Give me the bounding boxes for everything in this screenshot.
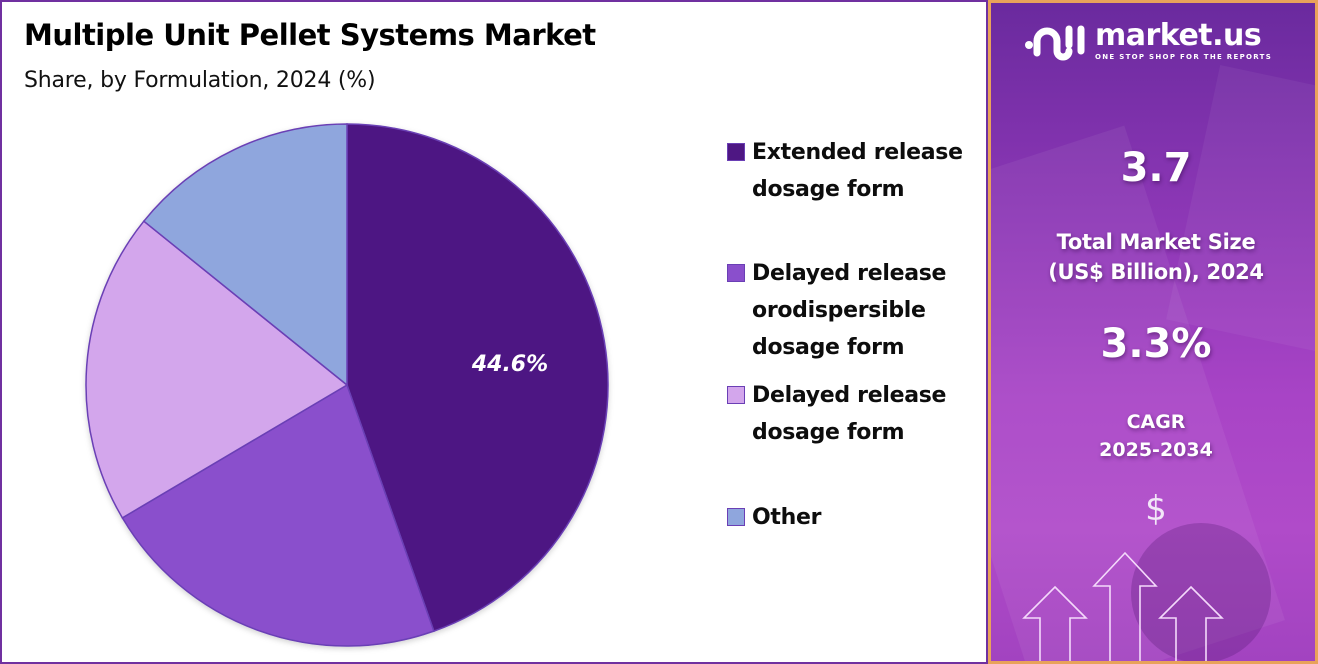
legend-item-other[interactable]: Other xyxy=(727,499,982,536)
pie-slice[interactable] xyxy=(346,123,609,633)
pie-slice[interactable] xyxy=(142,123,348,387)
legend-swatch xyxy=(727,264,745,282)
logo-tagline: ONE STOP SHOP FOR THE REPORTS xyxy=(1095,53,1273,61)
chart-subtitle: Share, by Formulation, 2024 (%) xyxy=(24,68,376,93)
market-us-logo-icon xyxy=(1025,25,1085,61)
legend-item-delayed-release[interactable]: Delayed release dosage form xyxy=(727,377,982,451)
legend-swatch xyxy=(727,143,745,161)
legend-label: Delayed release orodispersible dosage fo… xyxy=(752,261,947,360)
summary-sidebar: market.us ONE STOP SHOP FOR THE REPORTS … xyxy=(988,0,1318,664)
chart-title: Multiple Unit Pellet Systems Market xyxy=(24,18,596,52)
legend-item-extended-release[interactable]: Extended release dosage form xyxy=(727,134,982,208)
legend-label: Other xyxy=(752,505,822,530)
background-decoration xyxy=(1166,65,1315,361)
background-cup-decoration xyxy=(1131,523,1271,661)
legend-label: Extended release dosage form xyxy=(752,140,963,202)
brand-logo: market.us ONE STOP SHOP FOR THE REPORTS xyxy=(1023,21,1272,61)
legend-item-delayed-orodispersible[interactable]: Delayed release orodispersible dosage fo… xyxy=(727,255,982,366)
legend-label: Delayed release dosage form xyxy=(752,383,947,445)
market-size-label: Total Market Size (US$ Billion), 2024 xyxy=(1048,230,1264,284)
pie-chart: 44.6% xyxy=(85,123,609,647)
market-size-value: 3.7 xyxy=(1120,145,1192,191)
slice-value-label: 44.6% xyxy=(471,352,548,377)
pie-slice[interactable] xyxy=(85,220,349,519)
logo-name: market.us xyxy=(1095,18,1262,53)
legend-swatch xyxy=(727,508,745,526)
legend-swatch xyxy=(727,386,745,404)
cagr-value: 3.3% xyxy=(1100,321,1212,367)
pie-chart-svg: 44.6% xyxy=(85,123,609,647)
dollar-icon: $ xyxy=(1145,489,1167,529)
growth-arrows-icon xyxy=(1022,551,1224,661)
cagr-label: CAGR 2025-2034 xyxy=(1099,411,1213,461)
pie-slice[interactable] xyxy=(121,383,435,647)
